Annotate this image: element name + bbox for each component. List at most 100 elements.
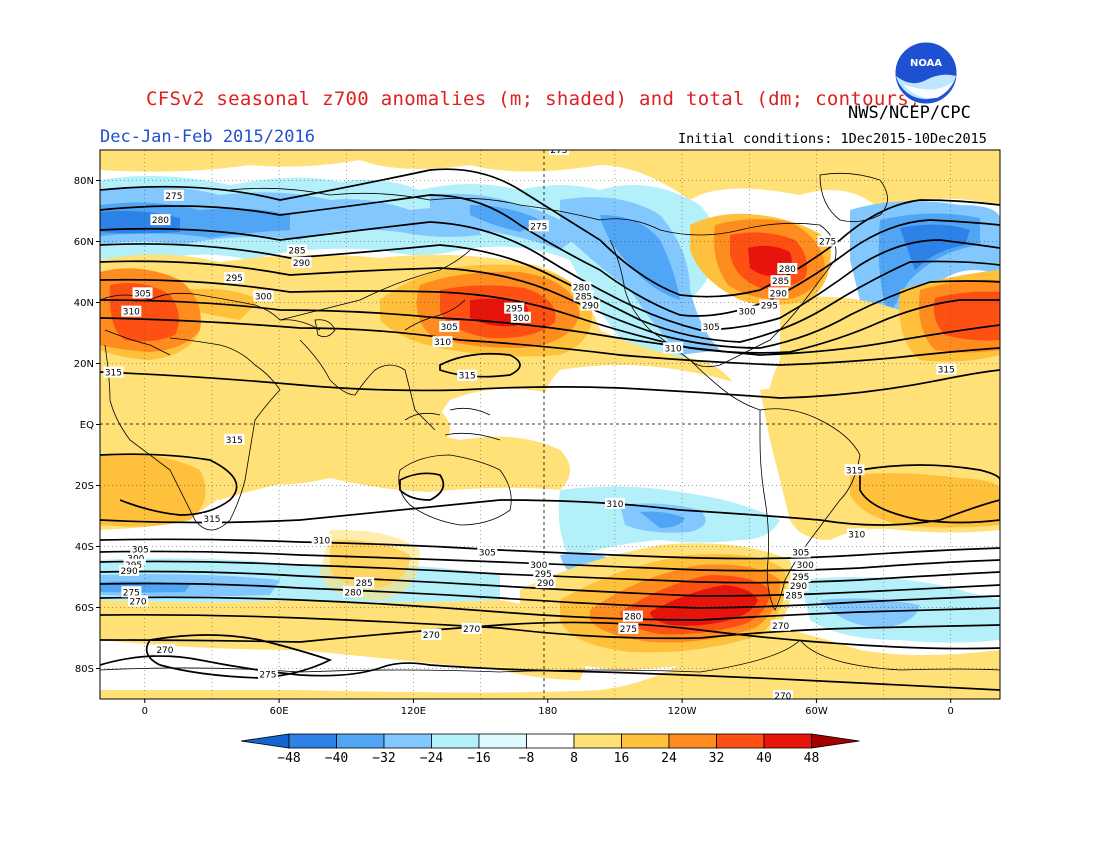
contour-label: 290 [291,256,312,269]
contour-label: 270 [421,628,442,641]
svg-text:300: 300 [530,561,547,571]
svg-text:305: 305 [132,546,149,556]
svg-text:285: 285 [288,247,305,257]
contour-label: 275 [121,586,142,598]
contour-label: 305 [701,320,722,333]
svg-text:280: 280 [573,283,590,293]
contour-label: 310 [846,528,867,540]
svg-text:310: 310 [313,536,330,546]
lon-tick-label: 120W [668,706,697,717]
colorbar-segment [763,733,812,749]
contour-label: 285 [287,244,308,257]
contour-label: 290 [768,287,789,299]
contour-label: 295 [504,302,525,315]
svg-text:270: 270 [772,622,789,632]
contour-label: 270 [154,644,175,656]
contour-label: 305 [439,320,460,333]
svg-text:270: 270 [156,646,173,656]
lat-tick-label: 40N [74,298,94,309]
anomaly-shading [100,150,1000,699]
contour-label: 300 [510,311,531,324]
lat-tick-label: 80S [75,664,94,675]
contour-label: 275 [548,150,569,156]
contour-label: 310 [663,342,684,354]
svg-text:295: 295 [761,302,778,312]
svg-text:300: 300 [738,308,755,318]
contour-label: 275 [257,668,278,681]
svg-text:310: 310 [606,500,623,510]
svg-text:300: 300 [255,292,272,302]
contour-label: 315 [201,513,222,525]
svg-text:285: 285 [575,292,592,302]
svg-text:305: 305 [703,323,720,333]
svg-text:270: 270 [129,597,146,607]
contour-label: 270 [128,595,149,607]
contour-label: 280 [571,281,592,293]
svg-text:295: 295 [226,274,243,284]
season-label: Dec-Jan-Feb 2015/2016 [100,127,315,147]
svg-text:280: 280 [152,216,169,226]
contour-label: 270 [772,689,793,699]
lat-tick-label: EQ [80,420,94,431]
contour-label: 290 [535,577,556,589]
svg-text:290: 290 [582,302,599,312]
svg-text:315: 315 [846,466,863,476]
longitude-axis: 0 60E 120E 180 120W 60W 0 [142,699,954,717]
lat-tick-label: 60S [75,603,94,614]
contour-labels: 2752802852902953003053103152752752802852… [103,150,957,699]
lat-tick-label: 80N [74,176,94,187]
svg-text:315: 315 [226,436,243,446]
svg-text:305: 305 [479,549,496,559]
contour-label: 305 [130,543,151,556]
lon-tick-label: 60E [270,706,289,717]
svg-text:NOAA: NOAA [910,58,942,69]
contour-label: 295 [224,272,245,284]
svg-text:285: 285 [785,591,802,601]
svg-text:275: 275 [620,625,637,635]
contour-label: 315 [103,366,124,379]
svg-text:305: 305 [134,289,151,299]
lon-tick-label: 0 [142,706,148,717]
colorbar-segment [383,733,432,749]
lon-tick-label: 120E [401,706,426,717]
contour-label: 275 [618,622,639,635]
svg-text:275: 275 [165,192,182,202]
svg-text:290: 290 [790,582,807,592]
contour-label: 275 [528,220,549,232]
contour-label: 290 [119,564,140,577]
colorbar-label: −32 [372,751,395,766]
lat-tick-label: 60N [74,237,94,248]
contour-label: 275 [817,235,838,248]
contour-label: 285 [354,577,375,589]
contour-label: 300 [253,290,274,302]
agency-label: NWS/NCEP/CPC [848,103,971,123]
contour-label: 310 [121,305,142,318]
contour-label: 280 [622,610,643,623]
colorbar-segment [288,733,337,749]
colorbar-label: −8 [519,751,535,766]
colorbar-label: 8 [570,751,578,766]
colorbar-segment [668,733,717,749]
svg-text:270: 270 [463,625,480,635]
contour-label: 275 [163,189,184,202]
svg-text:315: 315 [938,366,955,376]
lon-tick-label: 180 [538,706,557,717]
contour-label: 280 [777,262,798,275]
colorbar-label: −48 [277,751,300,766]
contour-label: 295 [533,567,554,580]
chart-title: CFSv2 seasonal z700 anomalies (m; shaded… [146,88,921,110]
lat-tick-label: 20N [74,359,94,370]
contour-label: 315 [457,369,478,382]
contour-label: 295 [790,571,811,583]
contour-label: 270 [770,619,791,632]
contour-label: 305 [132,287,153,299]
svg-text:270: 270 [423,631,440,641]
svg-text:310: 310 [123,308,140,318]
colorbar-label: −16 [467,751,490,766]
contour-label: 300 [737,305,758,318]
colorbar-label: 40 [756,751,772,766]
contour-label: 290 [788,580,809,592]
svg-text:300: 300 [797,561,814,571]
contour-label: 305 [790,546,811,559]
